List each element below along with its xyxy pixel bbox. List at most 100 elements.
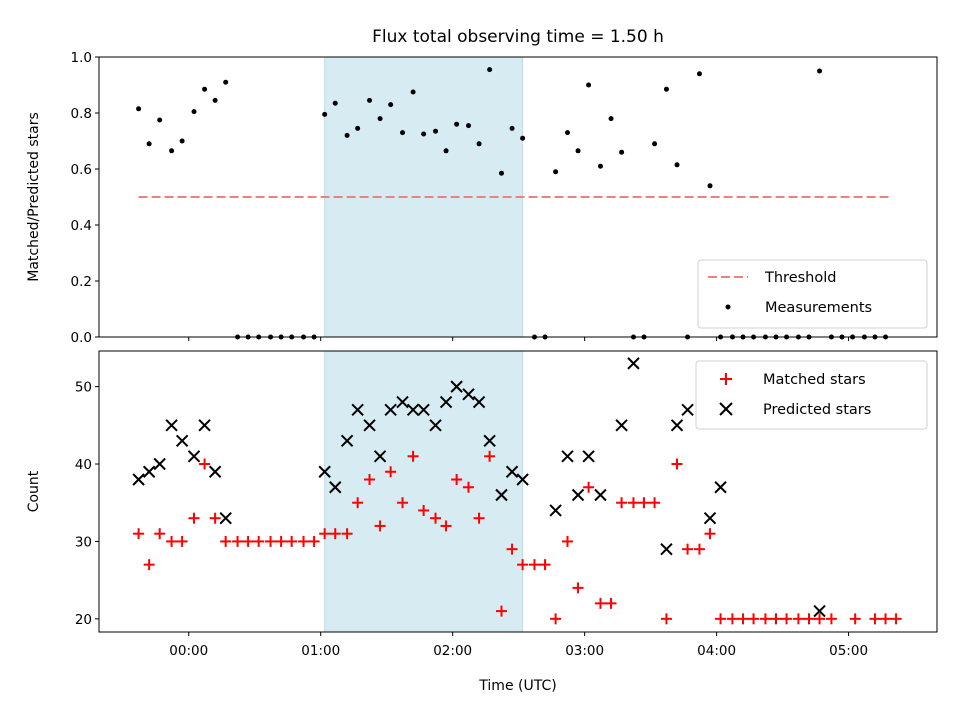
top-legend: Threshold Measurements <box>697 259 928 329</box>
matched-star-point <box>605 597 617 609</box>
y-tick-label: 20 <box>75 612 92 628</box>
matched-star-point <box>199 458 211 470</box>
measurement-point <box>223 79 229 85</box>
matched-star-point <box>726 613 738 625</box>
predicted-star-point <box>594 488 607 502</box>
bottom-legend: Matched stars Predicted stars <box>695 360 928 430</box>
predicted-star-point <box>384 403 397 417</box>
predicted-star-point <box>351 403 364 417</box>
matched-star-point <box>627 497 639 509</box>
legend-threshold-label: Threshold <box>764 270 836 286</box>
matched-star-point <box>463 481 475 493</box>
legend-measurements-swatch <box>725 304 731 310</box>
predicted-star-point <box>495 488 508 502</box>
matched-star-point <box>693 543 705 555</box>
matched-star-point <box>748 613 760 625</box>
matched-star-point <box>451 474 463 486</box>
predicted-star-point <box>208 465 222 478</box>
matched-star-point <box>528 559 540 571</box>
predicted-stars-points <box>132 357 826 618</box>
predicted-star-point <box>681 403 694 417</box>
measurement-point <box>674 162 680 168</box>
matched-star-point <box>660 613 672 625</box>
measurement-point <box>487 67 493 73</box>
predicted-star-point <box>142 465 156 478</box>
predicted-star-point <box>450 380 463 393</box>
predicted-star-point <box>571 488 585 502</box>
predicted-star-point <box>429 419 442 432</box>
top-legend-box <box>697 259 928 329</box>
legend-predicted-label: Predicted stars <box>763 402 871 418</box>
matched-star-point <box>352 497 364 509</box>
measurement-point <box>202 86 208 92</box>
matched-star-point <box>275 535 287 547</box>
matched-star-point <box>649 497 661 509</box>
matched-star-point <box>298 535 310 547</box>
y-tick-label: 50 <box>75 380 92 396</box>
top-x-ticks <box>188 337 850 341</box>
matched-star-point <box>232 535 244 547</box>
measurement-point <box>476 141 482 147</box>
matched-star-point <box>484 450 496 462</box>
measurement-point <box>696 71 702 77</box>
matched-star-point <box>242 535 254 547</box>
bottom-legend-box <box>695 360 928 430</box>
predicted-star-point <box>329 481 342 494</box>
predicted-star-point <box>660 542 673 556</box>
y-tick-label: 0.4 <box>71 218 92 234</box>
matched-star-point <box>308 535 320 547</box>
predicted-star-point <box>373 450 387 463</box>
measurement-point <box>400 130 406 136</box>
matched-star-point <box>539 559 551 571</box>
predicted-star-point <box>439 395 453 409</box>
measurement-point <box>157 117 163 123</box>
predicted-star-point <box>813 604 826 618</box>
x-axis-label: Time (UTC) <box>478 678 556 694</box>
measurement-point <box>191 109 197 115</box>
predicted-star-point <box>615 419 628 432</box>
predicted-star-point <box>714 481 727 494</box>
predicted-star-point <box>396 395 409 409</box>
legend-predicted-swatch <box>719 402 733 416</box>
predicted-star-point <box>549 504 562 517</box>
measurement-point <box>575 148 581 154</box>
y-tick-label: 0.0 <box>71 330 92 346</box>
predicted-star-point <box>175 434 189 448</box>
predicted-star-point <box>340 434 354 448</box>
matched-star-point <box>329 528 341 540</box>
matched-star-point <box>616 497 628 509</box>
measurement-point <box>454 121 460 127</box>
x-tick-label: 03:00 <box>565 643 604 659</box>
measurement-point <box>355 125 361 131</box>
matched-star-point <box>253 535 265 547</box>
y-tick-label: 1.0 <box>71 50 92 66</box>
measurement-point <box>443 148 449 154</box>
measurement-point <box>586 82 592 88</box>
matched-star-point <box>176 535 188 547</box>
matched-star-point <box>880 613 892 625</box>
measurement-point <box>136 106 142 112</box>
measurement-point <box>466 123 472 129</box>
legend-matched-swatch <box>720 373 732 385</box>
y-tick-label: 40 <box>75 457 92 473</box>
matched-star-point <box>803 613 815 625</box>
measurement-points <box>136 67 889 340</box>
measurement-point <box>564 130 570 136</box>
matched-star-point <box>561 535 573 547</box>
matched-star-point <box>890 613 902 625</box>
x-tick-label: 00:00 <box>169 643 208 659</box>
measurement-point <box>619 149 625 155</box>
measurement-point <box>410 89 416 95</box>
matched-star-point <box>572 582 584 594</box>
predicted-star-point <box>582 450 595 463</box>
observing-window-span <box>324 350 524 633</box>
x-tick-label: 04:00 <box>697 643 736 659</box>
predicted-star-point <box>363 419 376 432</box>
matched-star-point <box>496 605 508 617</box>
measurement-point <box>146 141 152 147</box>
matched-star-point <box>440 520 452 532</box>
predicted-star-point <box>462 388 475 401</box>
matched-star-point <box>319 528 331 540</box>
matched-star-point <box>154 528 166 540</box>
